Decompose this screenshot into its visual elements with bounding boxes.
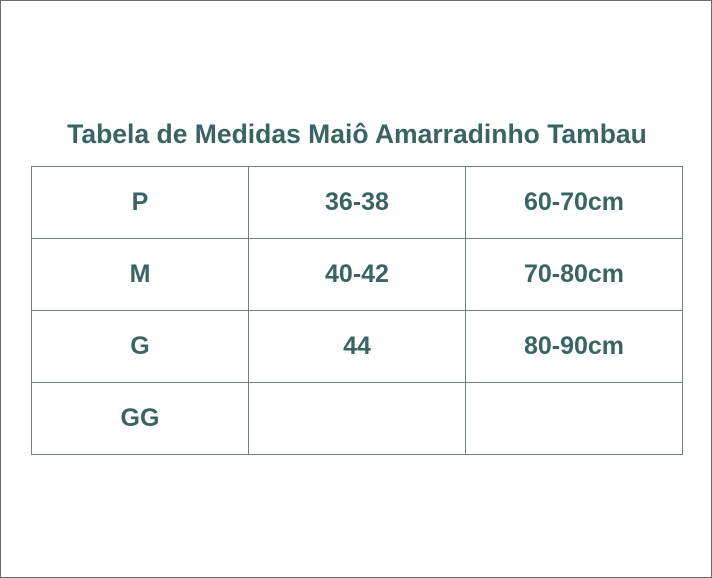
table-row: GG: [31, 382, 683, 455]
measure-cell: 60-70cm: [465, 166, 683, 239]
number-cell: 44: [248, 310, 466, 383]
table-row: M 40-42 70-80cm: [31, 238, 683, 311]
size-cell: G: [31, 310, 249, 383]
table-row: G 44 80-90cm: [31, 310, 683, 383]
table-row: P 36-38 60-70cm: [31, 166, 683, 239]
page-title: Tabela de Medidas Maiô Amarradinho Tamba…: [67, 119, 647, 149]
number-cell: 36-38: [248, 166, 466, 239]
size-cell: GG: [31, 382, 249, 455]
size-table: P 36-38 60-70cm M 40-42 70-80cm G 44 80-90cm GG: [31, 166, 683, 455]
measure-cell: [465, 382, 683, 455]
size-cell: M: [31, 238, 249, 311]
measure-cell: 80-90cm: [465, 310, 683, 383]
number-cell: [248, 382, 466, 455]
size-cell: P: [31, 166, 249, 239]
number-cell: 40-42: [248, 238, 466, 311]
measure-cell: 70-80cm: [465, 238, 683, 311]
